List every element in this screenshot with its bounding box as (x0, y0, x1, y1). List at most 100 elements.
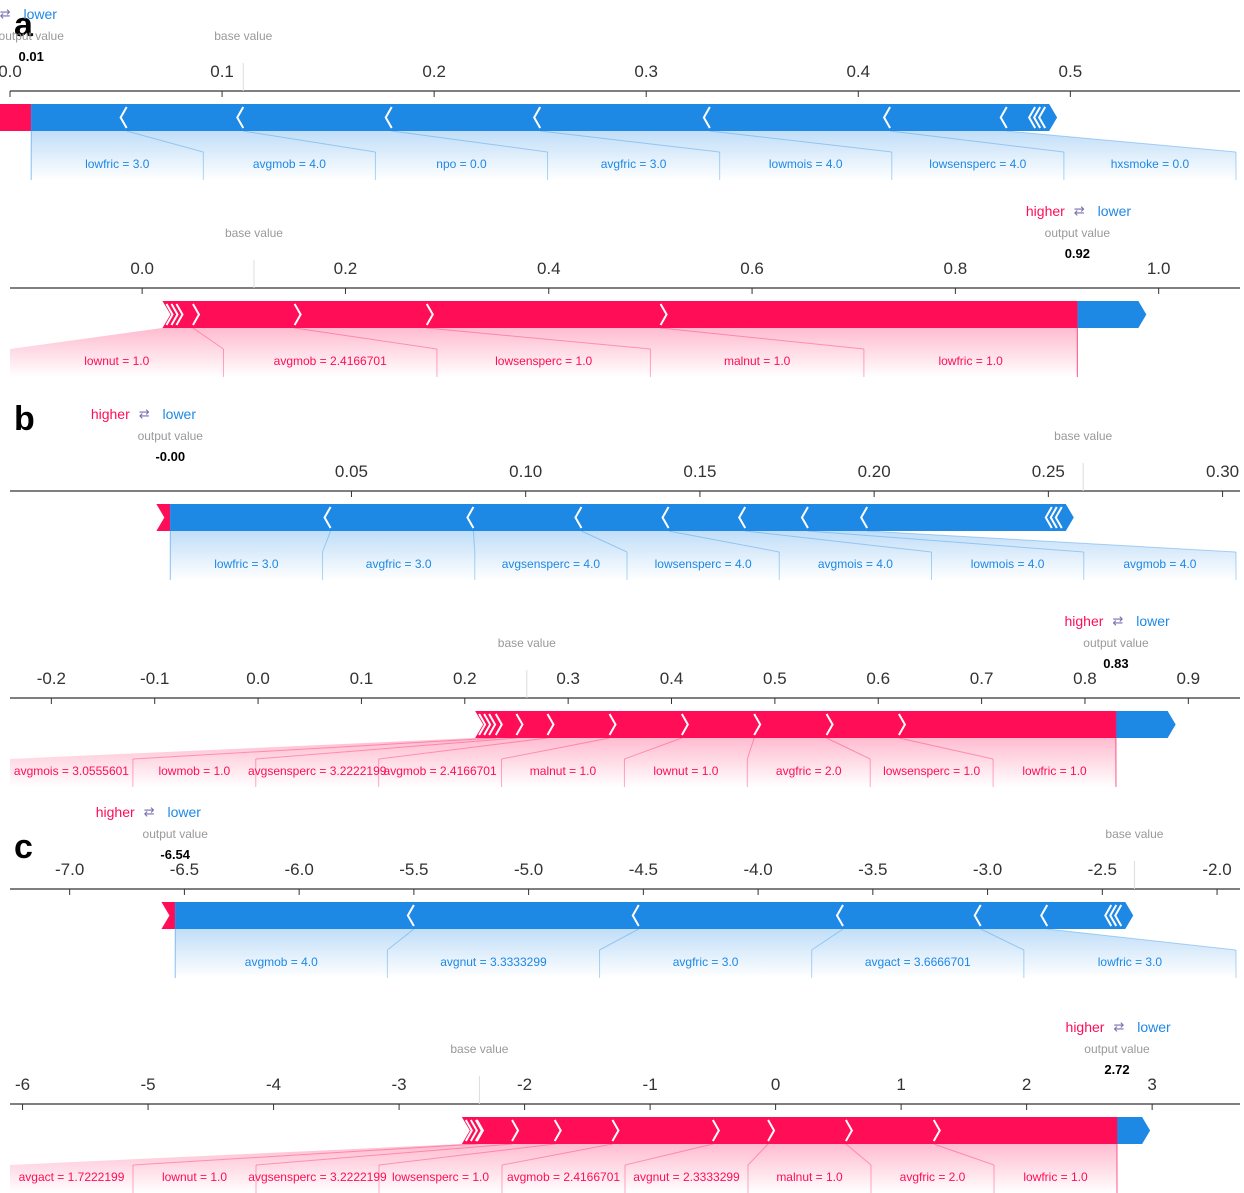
x-tick-label: -4.0 (743, 860, 772, 879)
feature-label: lowmois = 4.0 (769, 157, 843, 171)
x-tick-label: 0.3 (634, 62, 658, 81)
bar-chevron (702, 106, 711, 129)
tail-chevron (469, 1119, 478, 1142)
bar-chevron (425, 303, 434, 326)
panel-letter-c: c (14, 828, 33, 866)
x-tick-label: 0.1 (210, 62, 234, 81)
feature-label: avgnut = 2.3333299 (633, 1170, 740, 1184)
legend-lower: lower (1137, 1019, 1171, 1035)
tail-chevron (1037, 106, 1047, 129)
feature-connector (501, 737, 610, 760)
x-tick-label: 0.05 (335, 462, 368, 481)
bar-chevron (860, 506, 869, 529)
x-tick-label: -3 (392, 1075, 407, 1094)
legend-arrows-icon: ⇄ (0, 7, 11, 22)
x-tick-label: 0.2 (334, 259, 358, 278)
tail-chevron (1032, 106, 1042, 129)
positive-contribution-bar (461, 1117, 1117, 1144)
bar-chevron (767, 1119, 776, 1142)
feature-label: lownut = 1.0 (653, 764, 718, 778)
force-plot-1: 0.0 0.1 0.2 0.3 0.4 0.5 base value 0.01 output v… (0, 6, 1240, 180)
x-tick-label: -5.5 (399, 860, 428, 879)
x-tick-label: 0.0 (246, 669, 270, 688)
feature-contribution-fan (581, 531, 780, 580)
bar-chevron (293, 303, 302, 326)
force-plot-4: -0.2 -0.1 0.0 0.1 0.2 0.3 0.4 0.5 0.6 0.7 0.8 0.9 ba… (10, 613, 1240, 787)
legend-arrows-icon: ⇄ (144, 805, 155, 820)
bar-chevron (898, 713, 907, 736)
feature-label: lowfric = 3.0 (214, 557, 279, 571)
feature-label: avgact = 1.7222199 (19, 1170, 125, 1184)
x-tick-label: 0.2 (453, 669, 477, 688)
negative-contribution-bar (1115, 711, 1176, 738)
feature-label: avgsensperc = 3.2222199 (248, 1170, 387, 1184)
feature-contribution-fan (980, 929, 1236, 978)
feature-label: avgmob = 2.4166701 (384, 764, 497, 778)
negative-contribution-bar (31, 104, 1058, 131)
bar-chevron (661, 506, 670, 529)
x-tick-label: 0.7 (970, 669, 994, 688)
feature-label: lowfric = 1.0 (1022, 764, 1087, 778)
feature-label: lowsensperc = 1.0 (495, 354, 592, 368)
output-value-number: -6.54 (160, 847, 190, 862)
x-tick-label: 0.0 (130, 259, 154, 278)
feature-contribution-fan (625, 1144, 769, 1193)
feature-label: lownut = 1.0 (84, 354, 149, 368)
legend-higher: higher (91, 406, 130, 422)
base-value-label: base value (1105, 827, 1163, 841)
tail-chevron (478, 713, 487, 736)
feature-label: malnut = 1.0 (776, 1170, 843, 1184)
x-tick-label: 2 (1022, 1075, 1031, 1094)
x-tick-label: 0.2 (422, 62, 446, 81)
feature-contribution-fan (826, 738, 994, 787)
bar-chevron (574, 506, 583, 529)
legend-higher: higher (1065, 613, 1104, 629)
x-tick-label: -2.5 (1088, 860, 1117, 879)
feature-contribution-fan (898, 738, 1116, 787)
legend-lower: lower (23, 6, 57, 22)
bar-chevron (553, 1119, 562, 1142)
tail-chevron (1114, 904, 1123, 927)
x-tick-label: 0.30 (1206, 462, 1239, 481)
feature-contribution-fan (170, 531, 331, 580)
feature-label: avgmob = 4.0 (1123, 557, 1196, 571)
base-value-label: base value (225, 226, 283, 240)
output-value-number: 2.72 (1104, 1062, 1129, 1077)
feature-label: avgsensperc = 3.2222199 (248, 764, 387, 778)
tail-chevron (474, 1119, 483, 1142)
feature-label: malnut = 1.0 (724, 354, 791, 368)
bar-chevron (406, 904, 415, 927)
feature-connector (243, 130, 376, 153)
x-tick-label: -6.0 (284, 860, 313, 879)
positive-contribution-bar (156, 504, 171, 531)
feature-contribution-fan (709, 131, 1064, 180)
negative-contribution-bar (1077, 301, 1147, 328)
feature-label: hxsmoke = 0.0 (1111, 157, 1190, 171)
force-plot-2: 0.0 0.2 0.4 0.6 0.8 1.0 base value 0.92 output v… (10, 203, 1240, 377)
feature-contribution-fan (624, 738, 755, 787)
positive-contribution-bar (475, 711, 1116, 738)
feature-connector (867, 530, 1237, 553)
feature-contribution-fan (243, 131, 548, 180)
x-tick-label: -5 (140, 1075, 155, 1094)
x-tick-label: 0.9 (1176, 669, 1200, 688)
output-value-label: output value (1045, 226, 1111, 240)
legend-arrows-icon: ⇄ (139, 407, 150, 422)
feature-contribution-fan (175, 929, 414, 978)
force-plot-5: -7.0 -6.5 -6.0 -5.5 -5.0 -4.5 -4.0 -3.5 -3.0 -2.5… (10, 804, 1240, 978)
feature-label: lowsensperc = 4.0 (655, 557, 752, 571)
bar-chevron (533, 106, 542, 129)
x-tick-label: 0.5 (1059, 62, 1083, 81)
feature-label: avgact = 3.6666701 (865, 955, 971, 969)
feature-contribution-fan (668, 531, 932, 580)
feature-contribution-fan (256, 1144, 555, 1193)
bar-chevron (608, 713, 617, 736)
tail-chevron (165, 303, 174, 326)
feature-label: lowfric = 3.0 (85, 157, 150, 171)
x-tick-label: -1 (643, 1075, 658, 1094)
negative-contribution-bar (1117, 1117, 1151, 1144)
x-tick-label: -3.0 (973, 860, 1002, 879)
output-value-label: output value (1084, 1042, 1150, 1056)
bar-chevron (611, 1119, 620, 1142)
